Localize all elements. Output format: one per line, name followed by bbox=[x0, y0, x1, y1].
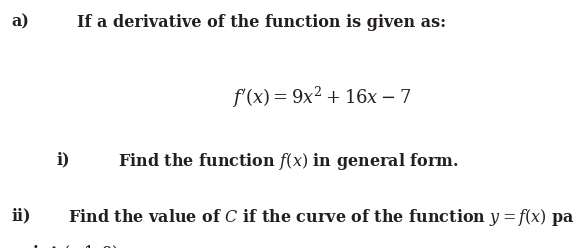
Text: Find the value of $C$ if the curve of the function $y = f(x)$ passes through the: Find the value of $C$ if the curve of th… bbox=[68, 207, 574, 228]
Text: Find the function $f(x)$ in general form.: Find the function $f(x)$ in general form… bbox=[118, 151, 459, 172]
Text: $f'(x) = 9x^2 + 16x - 7$: $f'(x) = 9x^2 + 16x - 7$ bbox=[232, 84, 411, 110]
Text: i): i) bbox=[56, 151, 70, 168]
Text: ii): ii) bbox=[11, 207, 31, 224]
Text: point $(-1,8)$.: point $(-1,8)$. bbox=[11, 243, 125, 248]
Text: a): a) bbox=[11, 14, 29, 31]
Text: If a derivative of the function is given as:: If a derivative of the function is given… bbox=[77, 14, 447, 31]
